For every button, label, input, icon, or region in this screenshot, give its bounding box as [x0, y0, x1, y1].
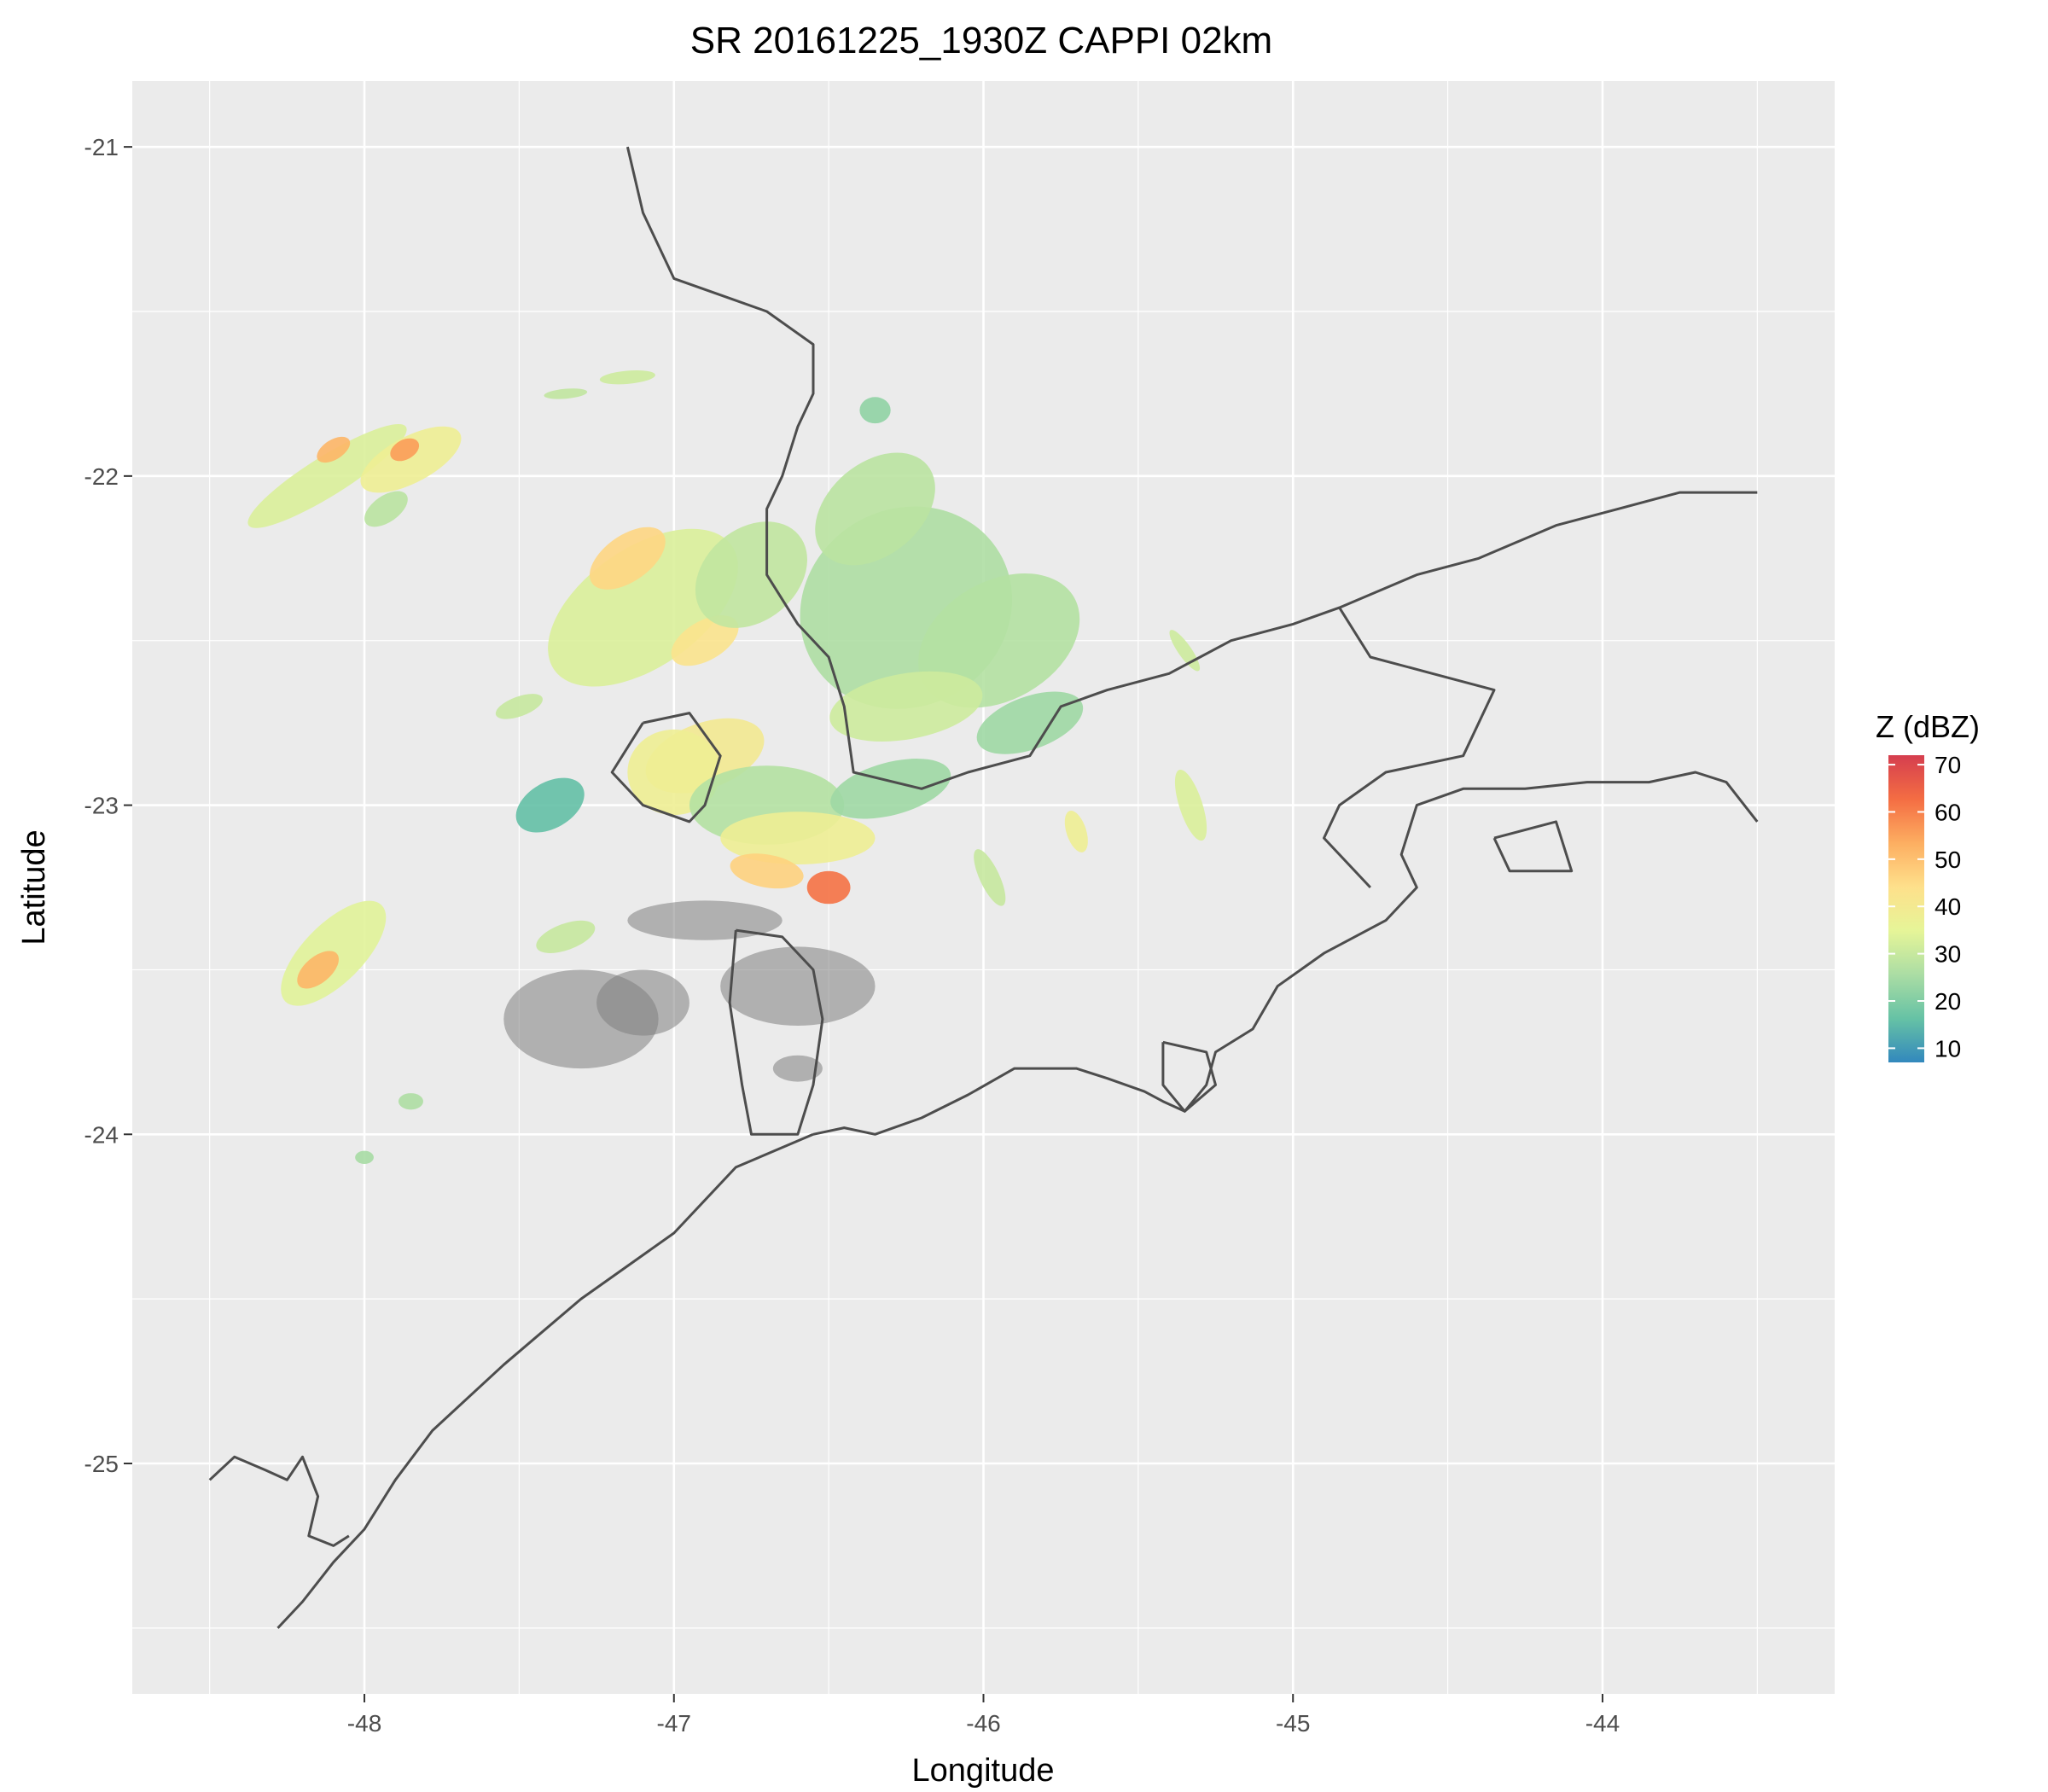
coastline-far-sw [208, 1455, 350, 1547]
colorbar-label: 70 [1935, 752, 1961, 778]
colorbar-legend: Z (dBZ) 10 20 30 40 50 60 70 [1876, 709, 1980, 1062]
x-tick-label: -44 [1585, 1710, 1620, 1737]
colorbar-label: 60 [1935, 799, 1961, 825]
echo-cell [974, 849, 1006, 906]
city-outline [610, 712, 722, 823]
echo-cell [398, 1093, 423, 1110]
clutter-patch [772, 1055, 823, 1082]
coastline-sw [276, 1132, 814, 1629]
colorbar-ticks: 10 20 30 40 50 60 70 [1888, 752, 1961, 1062]
echo-cell [815, 452, 935, 566]
echo-cell [364, 491, 408, 527]
colorbar [1888, 755, 1924, 1062]
echo-cell [544, 388, 588, 399]
echo-cell [720, 812, 876, 865]
legend-title: Z (dBZ) [1876, 709, 1980, 744]
echo-cell [548, 528, 738, 687]
y-tick-label: -23 [84, 793, 119, 819]
x-tick-label: -46 [966, 1710, 1000, 1737]
echo-cell [806, 870, 851, 905]
x-axis-title: Longitude [912, 1753, 1055, 1789]
y-axis-title: Latitude [16, 829, 52, 945]
echo-cell [317, 436, 351, 463]
y-axis: -25 -24 -23 -22 -21 [84, 134, 132, 1477]
colorbar-label: 30 [1935, 941, 1961, 968]
colorbar-label: 20 [1935, 988, 1961, 1015]
echo-cell [730, 853, 804, 889]
echo-cell [829, 671, 983, 742]
reflectivity-echoes [247, 369, 1207, 1165]
echo-cell [671, 615, 739, 666]
echo-cell [1174, 769, 1207, 841]
echo-cell [918, 573, 1080, 708]
coastlines-and-borders [208, 146, 1759, 1629]
echo-cell [859, 397, 891, 424]
x-tick-label: -47 [657, 1710, 691, 1737]
y-tick-label: -21 [84, 134, 119, 160]
chart-title: SR 20161225_1930Z CAPPI 02km [690, 20, 1272, 61]
y-tick-label: -24 [84, 1121, 119, 1148]
clutter-patch [596, 969, 689, 1036]
echo-cell [360, 426, 462, 493]
echo-cell [695, 521, 807, 628]
clutter-patch [720, 946, 876, 1026]
state-border-north [625, 146, 1758, 790]
state-border-east [1323, 607, 1496, 889]
echo-cell [390, 438, 420, 462]
metro-outline [728, 928, 824, 1136]
coastline-ne [812, 771, 1759, 1136]
echo-cell [536, 920, 596, 953]
echo-cell [976, 691, 1084, 754]
echo-cell [515, 777, 585, 833]
ground-clutter [503, 900, 876, 1082]
x-tick-label: -48 [347, 1710, 381, 1737]
echo-cell [599, 369, 655, 385]
echo-cell [355, 1150, 374, 1165]
y-tick-label: -22 [84, 463, 119, 490]
echo-cell [589, 527, 666, 590]
echo-cell [297, 951, 339, 989]
island-sao-sebastiao [1161, 1040, 1217, 1113]
colorbar-label: 50 [1935, 847, 1961, 873]
y-tick-label: -25 [84, 1451, 119, 1477]
colorbar-label: 10 [1935, 1035, 1961, 1062]
echo-cell [247, 423, 407, 528]
x-tick-label: -45 [1276, 1710, 1310, 1737]
echo-cell [495, 694, 543, 719]
echo-cell [1064, 811, 1088, 852]
x-axis: -48 -47 -46 -45 -44 [347, 1694, 1620, 1737]
colorbar-label: 40 [1935, 893, 1961, 920]
island-ilha-grande [1492, 820, 1574, 873]
